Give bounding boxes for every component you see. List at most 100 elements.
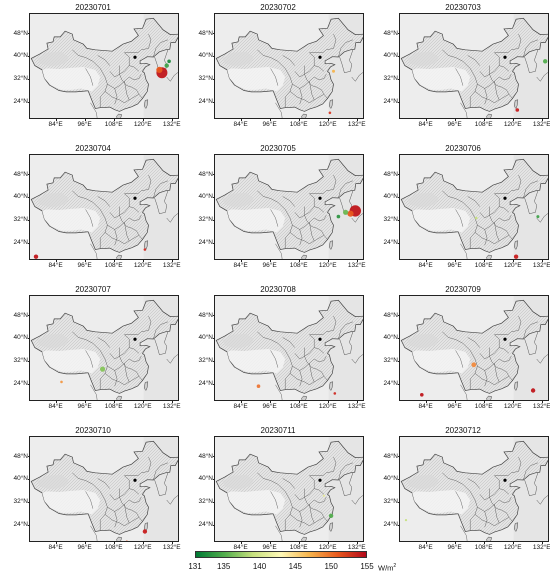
province-border (124, 475, 130, 495)
province-border (109, 494, 125, 501)
province-border (282, 478, 295, 489)
province-border (479, 494, 495, 501)
beijing-marker (503, 337, 507, 341)
province-border (311, 367, 325, 377)
province-border (289, 514, 315, 527)
tibetan-plateau (227, 349, 286, 374)
tarim-basin (222, 333, 254, 348)
hainan-outline (486, 395, 493, 400)
longitude-tick (327, 118, 329, 121)
japan-coast (351, 495, 363, 505)
colorbar-tick-label: 155 (360, 562, 374, 571)
latitude-label: 24°N (198, 521, 213, 529)
province-border (314, 74, 327, 81)
province-border (153, 321, 168, 340)
longitude-label: 96°E (447, 403, 462, 410)
province-border (284, 209, 293, 249)
longitude-tick (55, 259, 57, 262)
longitude-tick (327, 541, 329, 544)
panel-date-title: 20230701 (75, 3, 111, 12)
latitude-tick (213, 524, 215, 526)
province-border (114, 370, 118, 387)
radiation-hotspot (536, 215, 540, 219)
indochina-coast (460, 384, 468, 400)
latitude-label: 48°N (198, 29, 213, 37)
longitude-tick (142, 259, 144, 262)
province-border (311, 508, 325, 518)
latitude-tick (28, 360, 30, 362)
province-border (257, 331, 286, 351)
tibetan-plateau (227, 490, 286, 515)
taiwan-outline (328, 240, 334, 250)
province-border (299, 511, 303, 528)
radiation-hotspot (474, 216, 478, 220)
latitude-tick (28, 383, 30, 385)
latitude-label: 48°N (383, 452, 398, 460)
panel-date-title: 20230709 (445, 285, 481, 294)
province-border (469, 350, 478, 390)
radiation-hotspot (142, 529, 148, 534)
province-border (284, 68, 293, 108)
latitude-label: 32°N (383, 216, 398, 224)
province-border (309, 222, 315, 241)
panel-date-title: 20230704 (75, 144, 111, 153)
map-panel: 20230705 48°N 40°N 32°N 24°N 84°E 96°E 108°E 120… (192, 144, 365, 274)
longitude-label: 84°E (233, 403, 248, 410)
province-border (85, 209, 94, 227)
longitude-label: 120°E (503, 403, 522, 410)
hainan-outline (116, 113, 123, 118)
province-border (484, 229, 488, 246)
latitude-tick (28, 33, 30, 35)
radiation-hotspot (100, 366, 106, 372)
province-border (129, 234, 143, 242)
latitude-label: 32°N (198, 357, 213, 365)
province-border (72, 472, 101, 492)
province-border (489, 65, 497, 86)
longitude-label: 96°E (447, 544, 462, 551)
beijing-marker (318, 196, 322, 200)
province-border (442, 472, 471, 492)
indochina-coast (275, 384, 283, 400)
province-border (477, 499, 500, 512)
longitude-label: 132°E (162, 403, 181, 410)
hainan-outline (486, 254, 493, 259)
longitude-label: 132°E (347, 403, 366, 410)
province-border (292, 217, 315, 230)
radiation-hotspot (420, 393, 424, 397)
map-frame (399, 295, 549, 401)
province-border (124, 81, 130, 100)
longitude-label: 120°E (318, 544, 337, 551)
province-border (270, 350, 279, 368)
province-border (114, 511, 118, 528)
province-border (477, 358, 500, 371)
province-border (309, 81, 315, 100)
province-border (507, 175, 522, 194)
colorbar-tick-label: 145 (288, 562, 302, 571)
province-border (97, 478, 110, 489)
indochina-coast (460, 102, 468, 118)
province-border (270, 68, 279, 86)
basemap (215, 14, 363, 118)
longitude-label: 96°E (262, 121, 277, 128)
tarim-basin (407, 51, 439, 66)
latitude-tick (28, 478, 30, 480)
beijing-marker (503, 196, 507, 200)
longitude-tick (512, 541, 514, 544)
latitude-tick (213, 101, 215, 103)
radiation-hotspot (322, 494, 325, 497)
latitude-label: 40°N (383, 334, 398, 342)
longitude-tick (142, 118, 144, 121)
province-border (499, 375, 513, 383)
map-panel: 20230701 48°N 40°N 32°N 24°N 84°E 96°E 108°E 120… (7, 3, 180, 133)
taiwan-outline (513, 522, 519, 532)
longitude-tick (113, 400, 115, 403)
latitude-label: 32°N (383, 357, 398, 365)
province-border (494, 334, 500, 354)
longitude-tick (113, 541, 115, 544)
province-border (494, 504, 500, 523)
basemap (30, 296, 178, 400)
tarim-basin (37, 192, 69, 207)
province-border (474, 514, 500, 527)
longitude-tick (483, 118, 485, 121)
province-border (299, 88, 303, 105)
